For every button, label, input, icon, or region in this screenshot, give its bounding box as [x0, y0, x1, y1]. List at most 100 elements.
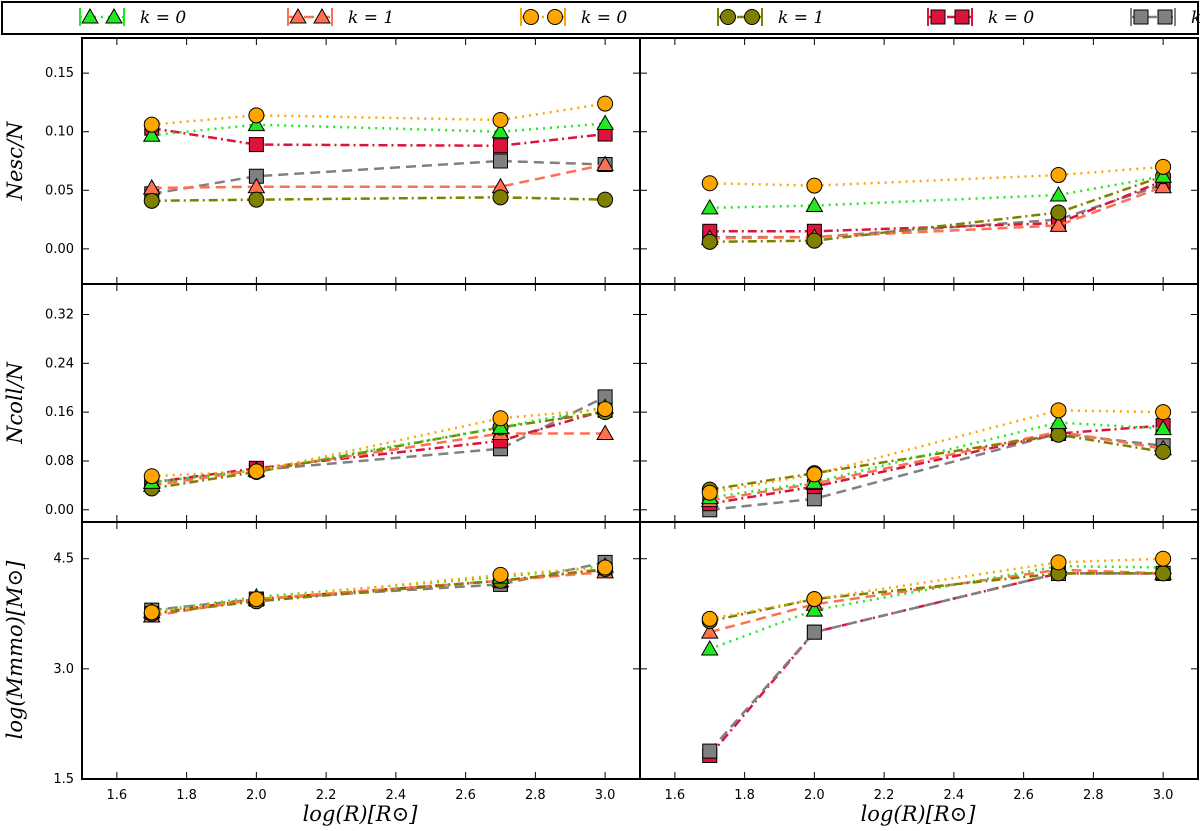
x-tick-label: 2.6: [455, 788, 476, 803]
y-axis-label-row1: Ncoll/N: [3, 362, 27, 445]
series-line: [709, 433, 1164, 491]
series-line: [709, 185, 1164, 240]
data-point: [1049, 185, 1068, 202]
legend-marker: [313, 7, 331, 24]
series-line: [709, 175, 1164, 244]
panel-r1-c1: [639, 283, 1199, 523]
legend-label: k = 1: [778, 8, 824, 28]
y-tick-label: 0.10: [45, 125, 74, 140]
panel-r2-c0: 1.6 1.8 2.0 2.2 2.4 2.6 2.8 3.0 1.5 3.0 4.5: [53, 521, 641, 803]
panel-background: [640, 38, 1198, 284]
x-axis-label-left: log(R)[R⊙]: [303, 802, 419, 826]
data-point: [248, 463, 265, 480]
data-point: [143, 192, 160, 209]
data-point: [247, 115, 266, 132]
legend-marker: [105, 7, 123, 24]
legend-box: [1, 1, 1199, 35]
series-orange_circ: [701, 158, 1172, 194]
series-line: [151, 159, 606, 196]
legend-marker: [547, 9, 563, 25]
series-orange_circ: [143, 559, 614, 621]
series-line: [709, 430, 1164, 502]
data-point: [596, 155, 614, 172]
data-point: [597, 401, 614, 418]
data-point: [806, 591, 823, 608]
data-point: [1050, 167, 1067, 184]
legend-marker: [720, 9, 736, 25]
panel-r2-c1: 1.6 1.8 2.0 2.2 2.4 2.6 2.8 3.0: [639, 521, 1199, 803]
y-tick-label: 0.16: [45, 405, 74, 420]
data-point: [142, 126, 161, 142]
series-line: [709, 572, 1164, 623]
data-point: [1050, 204, 1067, 221]
x-tick-label: 2.8: [525, 788, 546, 803]
panel-background: [640, 284, 1198, 522]
legend-label: k = 0: [988, 8, 1034, 28]
data-point: [701, 610, 718, 627]
series-line: [151, 163, 606, 190]
legend-marker: [289, 7, 307, 24]
data-point: [1050, 554, 1067, 571]
x-tick-label: 2.4: [386, 788, 407, 803]
x-tick-label: 1.8: [176, 788, 197, 803]
data-point: [143, 116, 160, 133]
data-point: [492, 112, 509, 128]
data-point: [493, 138, 508, 154]
y-tick-label: 0.00: [45, 503, 74, 518]
series-line: [151, 410, 606, 490]
data-point: [700, 623, 719, 639]
panel-background: [640, 522, 1198, 779]
data-point: [597, 559, 614, 576]
legend-entry-olive_circ: k = 1: [717, 8, 824, 28]
panel-r0-c1: [639, 37, 1199, 285]
data-point: [248, 191, 265, 208]
data-point: [248, 107, 265, 124]
series-line: [709, 179, 1164, 233]
x-tick-label: 3.0: [1153, 788, 1174, 803]
legend-label: k = 0: [581, 8, 627, 28]
series-line: [151, 432, 606, 487]
data-point: [248, 591, 265, 608]
x-tick-label: 2.0: [246, 788, 267, 803]
data-point: [1155, 565, 1172, 582]
series-line: [151, 407, 606, 478]
x-tick-label: 2.8: [1083, 788, 1104, 803]
legend-marker: [930, 9, 946, 25]
data-point: [806, 624, 822, 640]
series-green_tri: [142, 114, 614, 142]
series-line: [709, 421, 1164, 499]
series-line: [151, 561, 606, 612]
legend-entry-crimson_sq: k = 0: [927, 8, 1034, 28]
y-tick-label: 0.24: [45, 356, 74, 371]
series-olive_circ: [143, 189, 614, 209]
legend-entry-gray_sq: k = 1: [1130, 8, 1200, 28]
x-axis-label-right: log(R)[R⊙]: [861, 802, 977, 826]
series-salmon_tri: [142, 155, 614, 195]
series-line: [151, 126, 606, 148]
y-tick-label: 0.05: [45, 183, 74, 198]
x-tick-label: 2.6: [1013, 788, 1034, 803]
data-point: [248, 137, 264, 153]
data-point: [700, 198, 719, 215]
y-tick-label: 1.5: [53, 772, 74, 787]
legend-marker: [744, 9, 760, 25]
legend-marker: [1133, 9, 1149, 25]
data-point: [1049, 413, 1068, 430]
series-line: [709, 409, 1164, 494]
data-point: [1154, 419, 1172, 436]
panel-r1-c0: 0.00 0.08 0.16 0.24 0.32: [45, 283, 641, 523]
data-point: [1155, 404, 1172, 421]
data-point: [806, 466, 823, 483]
data-point: [491, 418, 510, 434]
data-point: [596, 114, 614, 131]
data-point: [805, 601, 824, 617]
series-line: [151, 406, 606, 484]
data-point: [701, 233, 718, 250]
panel-background: [82, 522, 640, 779]
data-point: [1049, 216, 1068, 232]
legend-marker: [523, 9, 539, 25]
y-tick-label: 0.32: [45, 308, 74, 323]
data-point: [143, 604, 160, 621]
series-line: [709, 424, 1164, 505]
